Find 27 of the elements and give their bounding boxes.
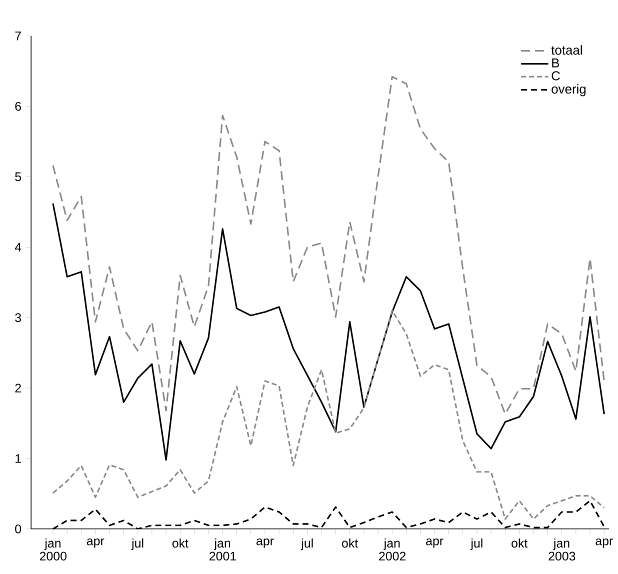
x-tick-label: apr [596,538,613,548]
legend-label: totaal [551,45,582,55]
x-tick-label: apr [256,538,274,548]
y-tick-label: 6 [15,102,21,111]
x-tick-label: jan 2002 [379,538,406,561]
x-tick-label: okt [172,538,188,548]
y-tick-label: 1 [16,454,21,463]
x-tick-label: apr [426,538,444,548]
y-tick-label: 0 [15,524,22,534]
x-tick-label: jan 2001 [210,538,236,561]
y-tick-label: 2 [15,384,21,392]
y-tick-label: 5 [15,172,22,182]
x-tick-label: jul [470,538,482,550]
legend-label: C [552,71,560,80]
x-tick-label: okt [342,538,358,548]
x-tick-label: jul [300,538,313,550]
x-tick-label: apr [86,538,104,548]
x-tick-label: jan 2003 [548,538,576,561]
x-tick-label: okt [512,538,528,548]
y-tick-label: 4 [14,242,22,252]
x-tick-label: jul [131,538,144,550]
legend-label: overig [552,84,586,96]
legend-label: B [552,58,560,68]
x-tick-label: jan 2000 [40,538,67,561]
line-series [52,310,605,520]
y-tick-label: 7 [15,32,21,40]
y-tick-label: 3 [15,313,21,322]
